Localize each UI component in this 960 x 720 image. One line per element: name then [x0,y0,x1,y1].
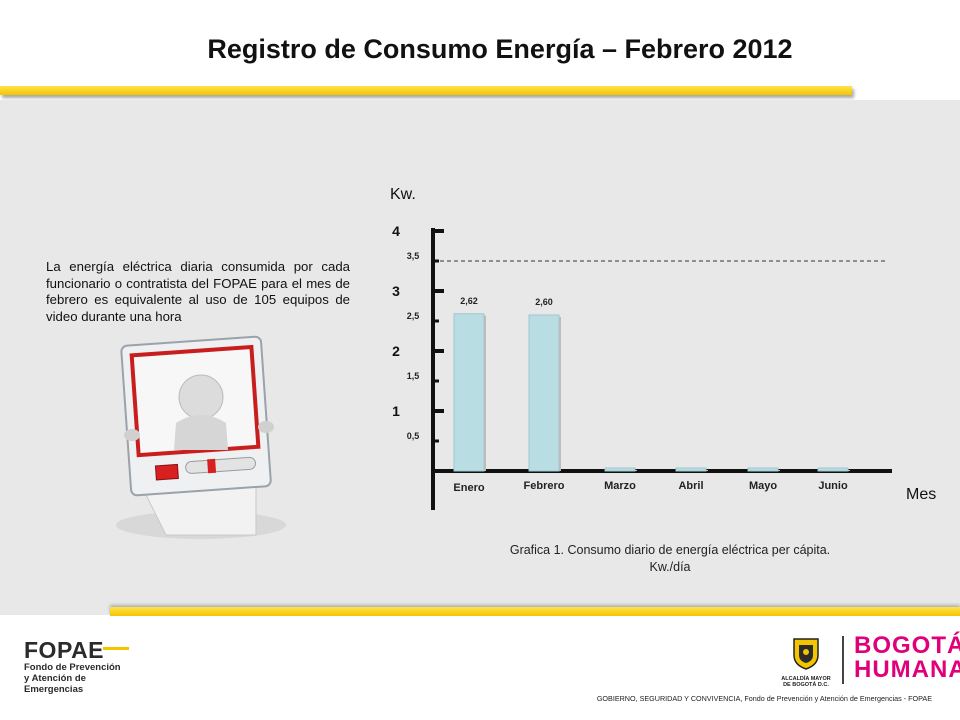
fopae-logo-line2: y Atención de Emergencias [24,673,86,695]
bar-abril [675,467,707,472]
alcaldia-logo: ALCALDÍA MAYOR DE BOGOTÁ D.C. [780,635,832,688]
bogota-humana-logo: BOGOTÁ HUMANA [854,634,960,682]
footer-text: GOBIERNO, SEGURIDAD Y CONVIVENCIA, Fondo… [596,694,932,703]
bar-mayo [747,467,779,472]
alcaldia-line1: ALCALDÍA MAYOR [781,676,831,682]
y-major-tick-label: 2 [392,343,400,359]
title-underline-bar [0,86,852,95]
coat-of-arms-icon [793,638,819,670]
bogota-logo-word2: HUMANA [854,656,960,683]
y-major-tick-label: 3 [392,283,400,299]
alcaldia-line2: DE BOGOTÁ D.C. [783,682,829,688]
bar-febrero [528,314,560,472]
caption-line-2: Kw./día [649,560,691,574]
y-major-tick-label: 4 [392,223,400,239]
x-category-label: Marzo [604,480,636,492]
y-axis-title: Kw. [390,186,416,203]
bogota-logo-word1: BOGOTÁ [854,632,960,659]
y-minor-tick-label: 2,5 [407,311,420,321]
page-title: Registro de Consumo Energía – Febrero 20… [207,34,793,64]
bottom-accent-bar [110,607,960,616]
fopae-logo-line1: Fondo de Prevención [24,662,121,673]
bar-data-label: 2,62 [460,296,478,306]
caption-line-1: Grafica 1. Consumo diario de energía elé… [509,543,831,557]
x-category-label: Mayo [749,480,777,492]
description-text: La energía eléctrica diaria consumida po… [46,259,350,324]
bar-marzo [604,467,636,472]
logo-divider [842,636,844,684]
y-minor-tick-label: 0,5 [407,431,420,441]
fopae-logo: FOPAE Fondo de Prevención y Atención de … [24,637,134,695]
y-minor-tick-label: 3,5 [407,251,420,261]
bar-enero [453,313,485,472]
x-category-label: Abril [678,480,703,492]
chart-caption: Grafica 1. Consumo diario de energía elé… [470,542,870,576]
y-minor-tick-label: 1,5 [407,371,420,381]
bar-data-label: 2,60 [535,297,553,307]
x-axis-title: Mes [906,486,937,503]
fopae-logo-wordmark: FOPAE [24,637,105,663]
bar-junio [817,467,849,472]
y-major-tick-label: 1 [392,403,400,419]
x-category-label: Enero [453,482,484,494]
fopae-logo-stripe [103,647,129,650]
monitor-figure-illustration [116,335,286,539]
x-category-label: Junio [818,480,848,492]
x-category-label: Febrero [524,480,565,492]
